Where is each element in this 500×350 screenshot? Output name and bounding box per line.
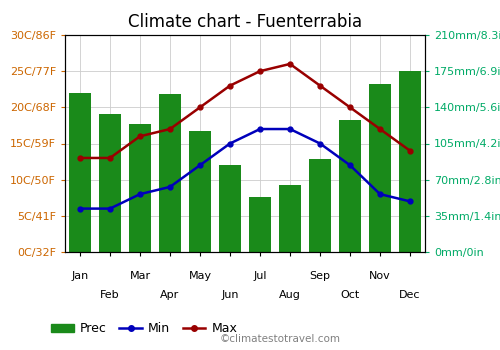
Bar (309, 159, 331, 252)
Bar (69, 93, 91, 252)
Text: Jul: Jul (254, 271, 267, 281)
Bar (369, 84, 391, 252)
Text: Feb: Feb (100, 290, 120, 301)
Title: Climate chart - Fuenterrabia: Climate chart - Fuenterrabia (128, 13, 362, 31)
Text: Mar: Mar (130, 271, 150, 281)
Bar (189, 131, 211, 252)
Text: Dec: Dec (399, 290, 421, 301)
Text: Apr: Apr (160, 290, 180, 301)
Bar (399, 71, 421, 252)
Text: Oct: Oct (340, 290, 359, 301)
Bar (219, 165, 241, 252)
Text: Jun: Jun (221, 290, 239, 301)
Bar (159, 94, 181, 252)
Text: Sep: Sep (310, 271, 330, 281)
Text: Jan: Jan (72, 271, 88, 281)
Text: Nov: Nov (369, 271, 391, 281)
Bar (279, 185, 301, 252)
Text: Aug: Aug (279, 290, 301, 301)
Bar (249, 197, 271, 252)
Legend: Prec, Min, Max: Prec, Min, Max (46, 317, 242, 340)
Bar (339, 120, 361, 252)
Text: ©climatestotravel.com: ©climatestotravel.com (220, 335, 341, 344)
Bar (129, 124, 151, 252)
Text: May: May (188, 271, 212, 281)
Bar (99, 113, 121, 252)
